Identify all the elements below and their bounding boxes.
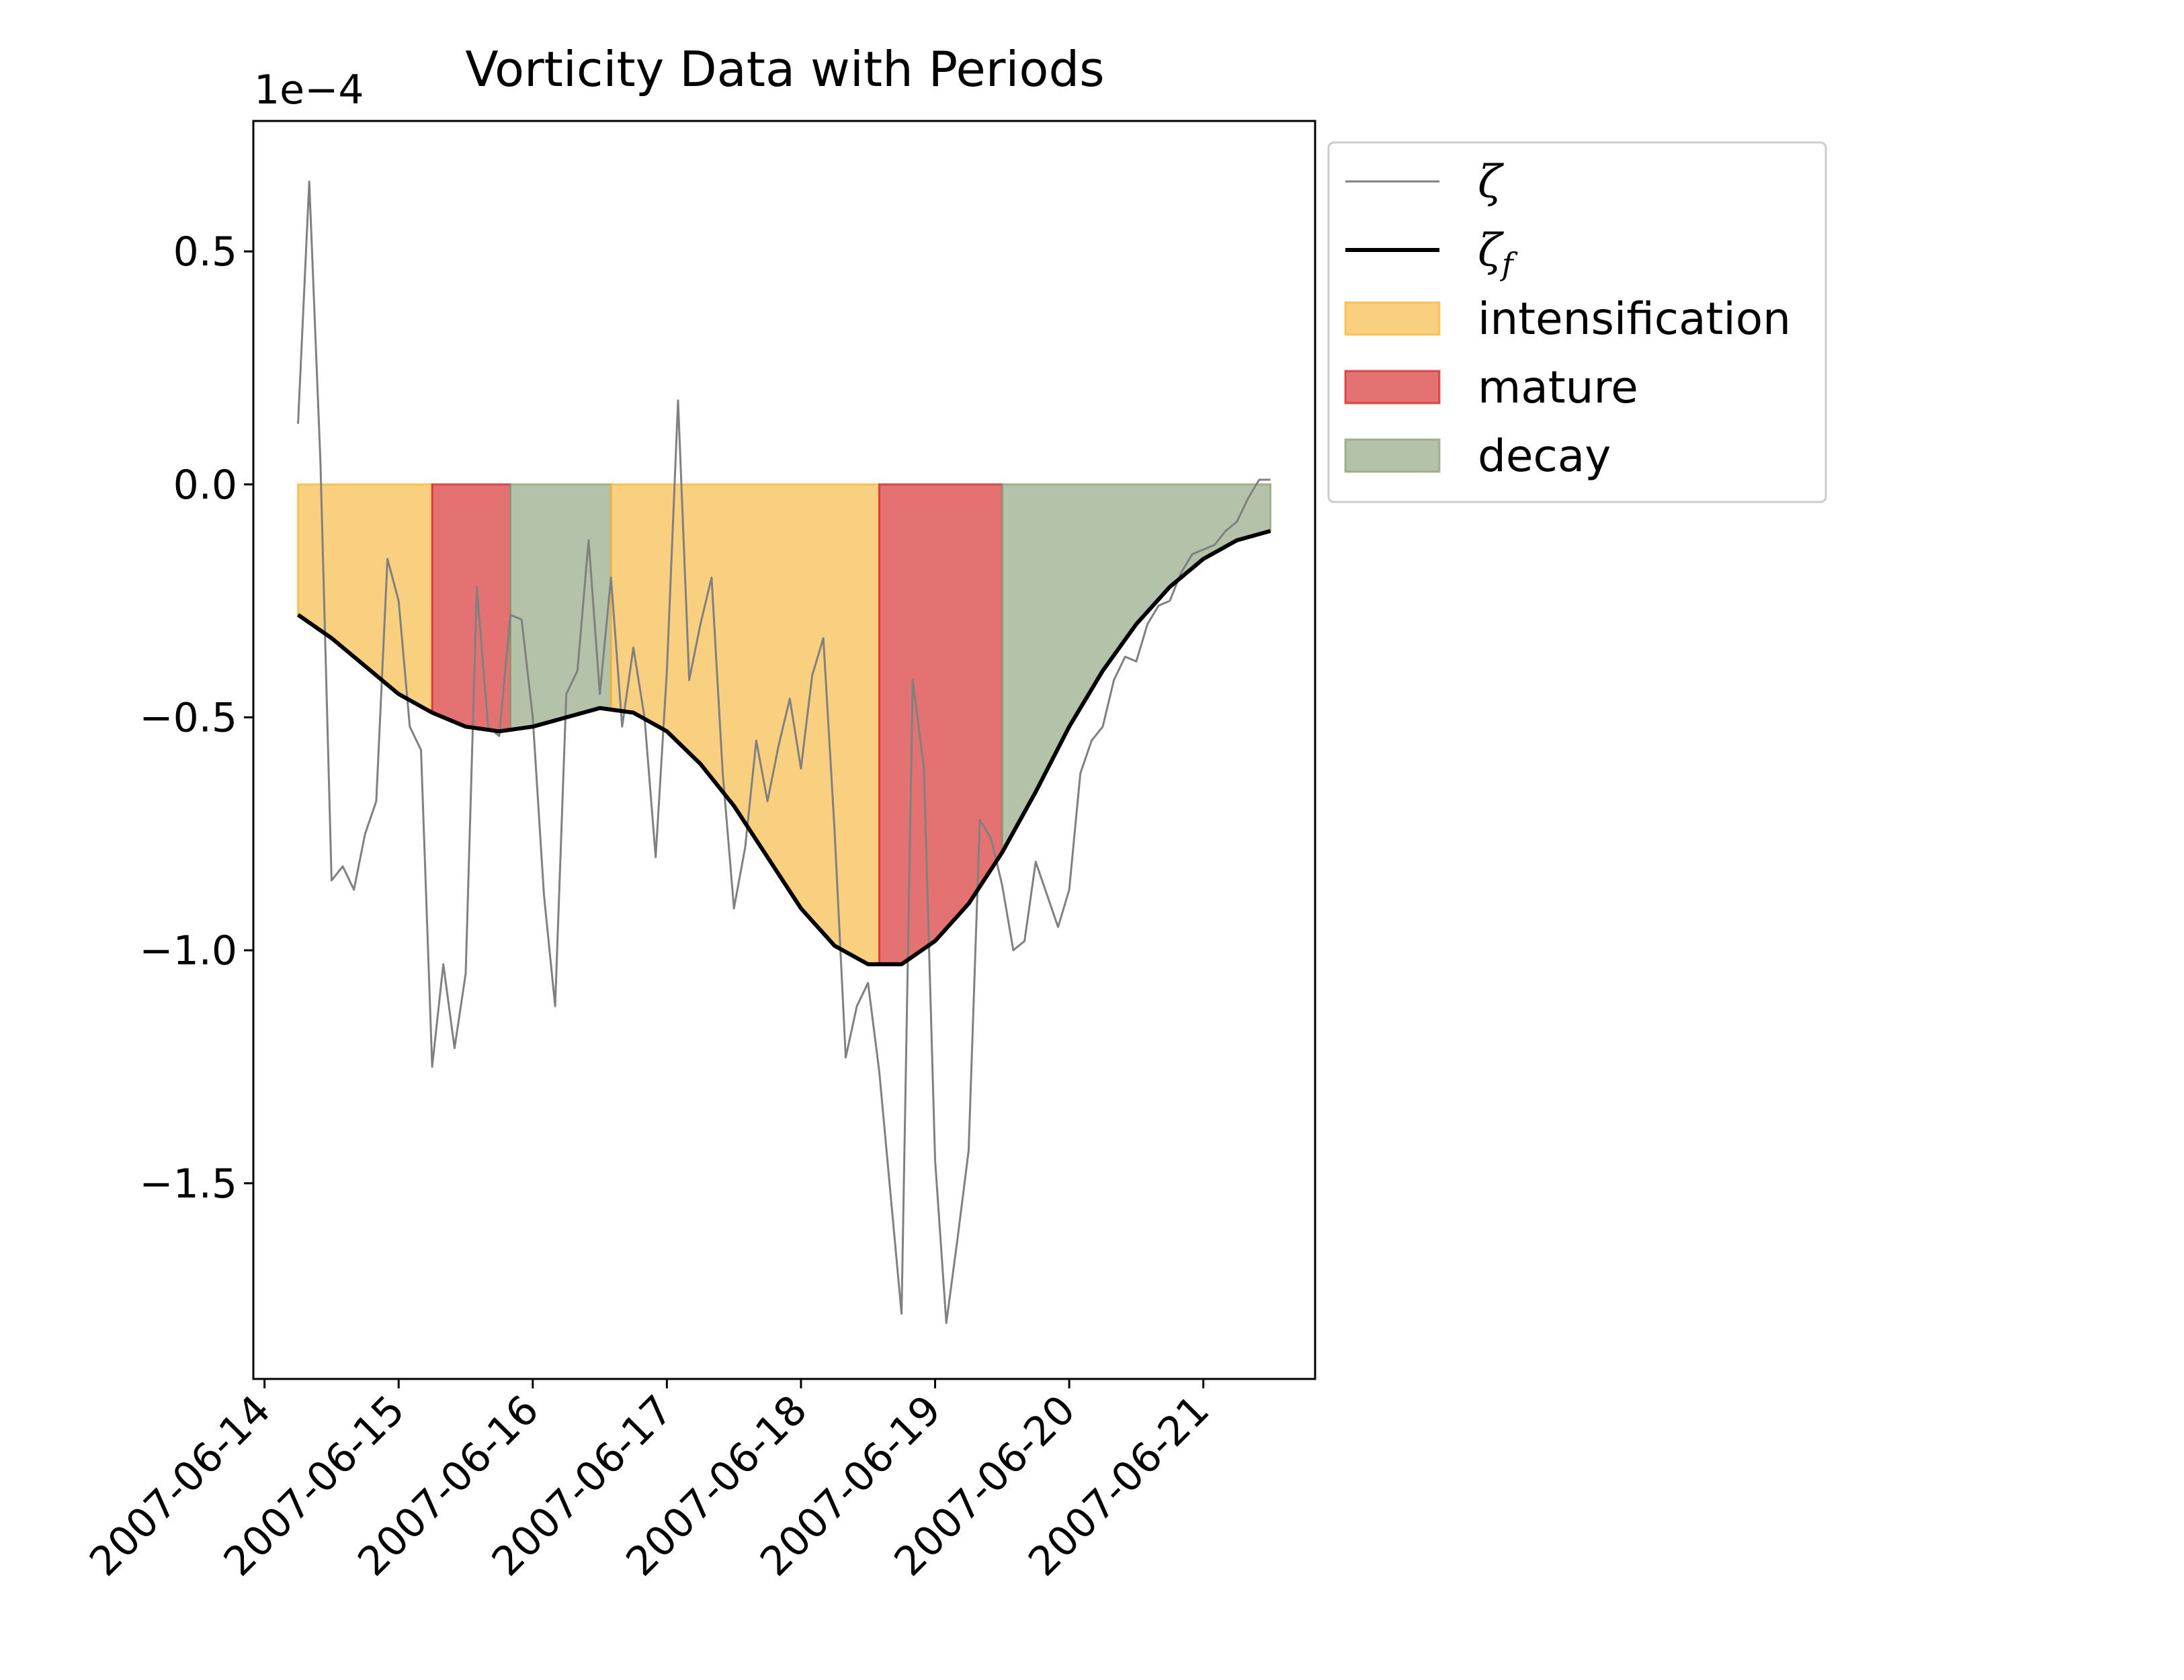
y-tick-label: −1.5 [139,1161,237,1208]
y-tick-label: 0.0 [173,462,237,509]
y-scale-label: 1e−4 [254,67,364,114]
chart-title: Vorticity Data with Periods [465,41,1104,97]
y-tick-label: 0.5 [173,228,237,276]
legend-patch-swatch [1344,370,1441,405]
y-axis: 0.5 0.0 −0.5 −1.0 −1.5 [139,228,253,1208]
legend-label: ζ [1478,156,1505,208]
legend-label: intensification [1478,293,1791,345]
plot-area-frame [252,120,1316,1380]
y-tick-label: −0.5 [139,694,237,741]
period-fill-mature [431,483,511,732]
series-line-zeta-filtered [296,529,1271,966]
period-fill-decay [509,483,612,731]
legend-label: mature [1478,362,1638,413]
series-lines [296,180,1271,1325]
legend-label: decay [1478,430,1611,482]
series-line-zeta [297,180,1271,1325]
legend-patch-swatch [1344,301,1441,336]
legend-patch-swatch [1344,438,1441,473]
legend-box [1327,141,1827,503]
y-tick-label: −1.0 [139,927,237,974]
